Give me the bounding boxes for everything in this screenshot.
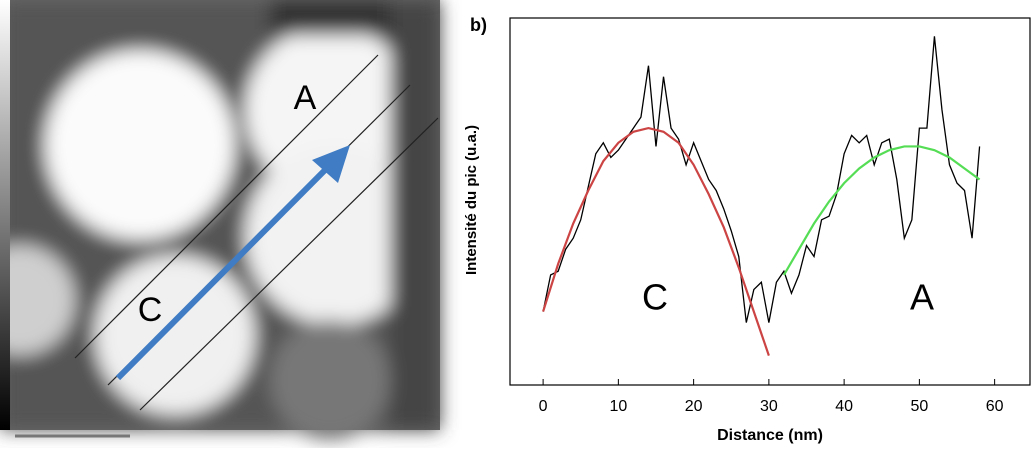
data-line <box>542 126 770 356</box>
x-tick-label: 10 <box>609 398 627 415</box>
x-tick-label: 50 <box>910 398 928 415</box>
particle-label: C <box>138 291 163 329</box>
annotation: C <box>642 277 668 318</box>
x-tick-label: 30 <box>760 398 778 415</box>
data-line <box>782 145 981 276</box>
x-tick-label: 0 <box>539 398 548 415</box>
particle-label: A <box>294 79 317 117</box>
micrograph <box>0 0 440 440</box>
data-line <box>542 36 981 323</box>
y-axis-label: Intensité du pic (u.a.) <box>463 125 480 275</box>
x-axis-label: Distance (nm) <box>717 427 823 444</box>
annotation: A <box>910 277 934 318</box>
x-tick-label: 40 <box>835 398 853 415</box>
panel-label: b) <box>470 15 487 35</box>
x-tick-label: 20 <box>685 398 703 415</box>
x-tick-label: 60 <box>986 398 1004 415</box>
plot-frame <box>509 17 1031 386</box>
